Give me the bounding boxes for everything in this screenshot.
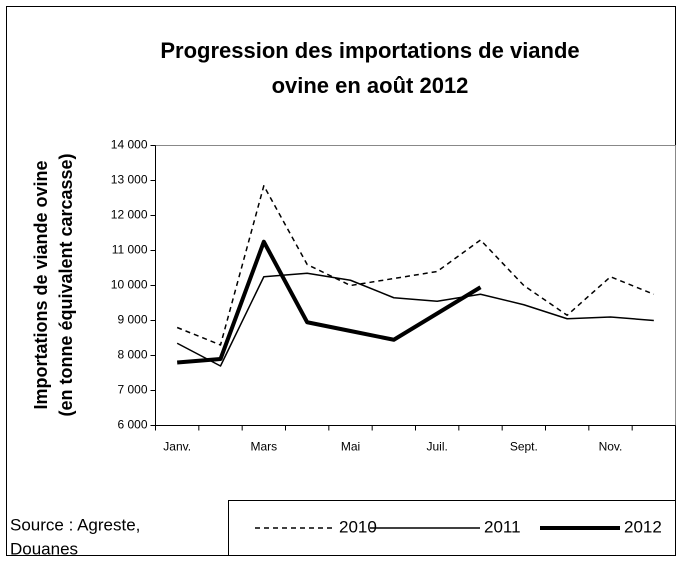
y-tick-label: 11 000	[112, 243, 148, 257]
line-2012	[177, 239, 482, 365]
x-tick-label: Juil.	[426, 440, 447, 454]
source: Source : Agreste,	[10, 515, 140, 534]
y-tick-label: 9 000	[117, 313, 147, 327]
y-tick-label: 6 000	[117, 418, 147, 432]
x-tick-label: Janv.	[163, 440, 191, 454]
legend-label: 2012	[624, 517, 662, 536]
line-2010	[176, 185, 655, 346]
legend-label: 2010	[339, 517, 377, 536]
x-tick-label: Mars	[250, 440, 277, 454]
y-tick-label: 7 000	[117, 383, 147, 397]
y-axis-label: Importations de viande ovine	[31, 160, 51, 409]
y-tick-label: 14 000	[111, 138, 148, 152]
x-tick-label: Nov.	[599, 440, 623, 454]
x-tick-label: Mai	[341, 440, 360, 454]
y-tick-label: 8 000	[117, 348, 147, 362]
line-2011	[176, 272, 654, 367]
chart-frame	[6, 6, 676, 556]
chart-title: ovine en août 2012	[272, 73, 469, 98]
source: Douanes	[10, 539, 78, 558]
y-tick-label: 10 000	[111, 278, 148, 292]
x-tick-label: Sept.	[510, 440, 538, 454]
y-tick-label: 12 000	[111, 208, 148, 222]
y-tick-label: 13 000	[111, 173, 148, 187]
y-axis-label: (en tonne équivalent carcasse)	[56, 153, 76, 416]
chart-title: Progression des importations de viande	[160, 38, 579, 63]
legend-label: 2011	[484, 517, 521, 536]
